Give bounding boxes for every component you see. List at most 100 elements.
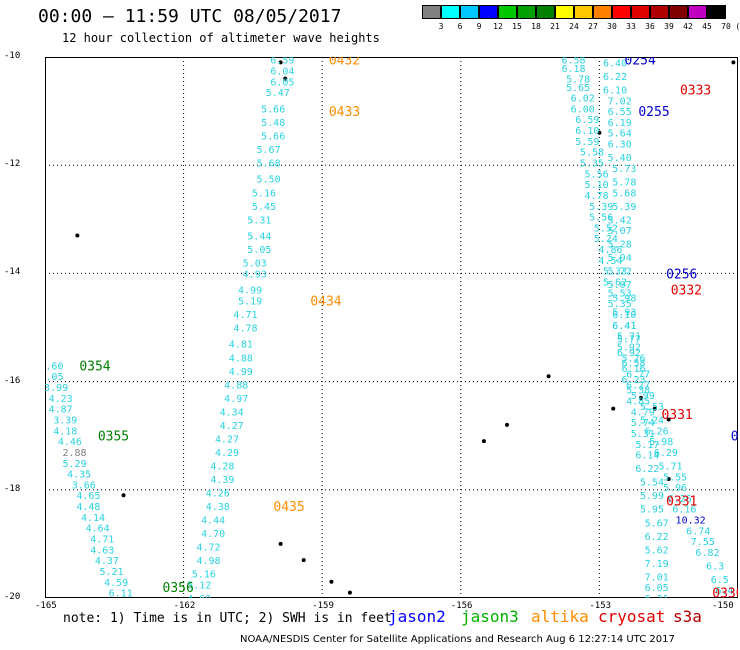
color-scale-tick: 45 xyxy=(702,22,712,31)
swh-label: 6.16 xyxy=(672,505,696,516)
swh-label: 5.39 xyxy=(589,202,613,213)
swh-label: 4.71 xyxy=(233,310,257,321)
swh-label: 5.53 xyxy=(640,402,664,413)
swh-label: 5.67 xyxy=(257,145,281,156)
swh-label: 5.29 xyxy=(62,459,86,470)
swh-label: 4.79 xyxy=(631,407,655,418)
swh-label: 4.23 xyxy=(49,394,73,405)
swh-label: 5.96 xyxy=(663,483,687,494)
swh-label: 5.68 xyxy=(257,158,281,169)
swh-label: 5.52 xyxy=(594,223,618,234)
swh-label: 4.99 xyxy=(229,367,253,378)
swh-label: 5.31 xyxy=(247,215,271,226)
pass-time-label: 0330 xyxy=(712,587,738,598)
pass-time-label: 0354 xyxy=(79,359,110,374)
pass-time-label: 0356 xyxy=(163,581,194,596)
swh-label: 6.04 xyxy=(270,67,294,78)
color-scale-swatch xyxy=(460,5,479,19)
swh-label: 4.38 xyxy=(206,502,230,513)
swh-label: 4.98 xyxy=(196,556,220,567)
swh-label: 4.87 xyxy=(49,405,73,416)
swh-label: 6.21 xyxy=(645,594,669,598)
swh-label: 6.22 xyxy=(645,532,669,543)
swh-label: 7.19 xyxy=(645,559,669,570)
color-scale-tick: 9 xyxy=(476,22,482,31)
color-scale-tick: 42 xyxy=(683,22,693,31)
swh-label: 5.94 xyxy=(608,253,632,264)
swh-label: 5.44 xyxy=(247,232,271,243)
color-scale-swatch xyxy=(688,5,707,19)
longitude-tick-label: -162 xyxy=(173,601,196,611)
legend-item-jason3: jason3 xyxy=(461,607,519,626)
swh-label: 5.67 xyxy=(645,518,669,529)
swh-label: 5.47 xyxy=(266,88,290,99)
swh-label: 5.35 xyxy=(580,158,604,169)
color-scale-tick: 24 xyxy=(569,22,579,31)
pass-time-label: 0355 xyxy=(98,430,129,445)
swh-label: 6.10 xyxy=(612,310,636,321)
swh-label: 5.98 xyxy=(612,294,636,305)
swh-label: 4.81 xyxy=(229,340,253,351)
color-scale-swatch xyxy=(555,5,574,19)
color-scale-tick: 12 xyxy=(493,22,503,31)
longitude-tick-label: -159 xyxy=(312,601,334,611)
island-marker xyxy=(731,60,736,65)
swh-label: 4.60 xyxy=(45,361,63,372)
swh-label: 5.31 xyxy=(631,429,655,440)
latitude-tick-label: -18 xyxy=(4,483,21,494)
credit-line: NOAA/NESDIS Center for Satellite Applica… xyxy=(240,634,675,645)
swh-label: 5.59 xyxy=(575,137,599,148)
island-marker xyxy=(278,541,283,546)
swh-label: 5.71 xyxy=(658,461,682,472)
swh-label: 10.32 xyxy=(676,516,706,527)
swh-label: 5.07 xyxy=(608,280,632,291)
color-scale-swatch xyxy=(593,5,612,19)
swh-label: 4.46 xyxy=(58,437,82,448)
map-frame xyxy=(45,57,738,598)
swh-label: 3.39 xyxy=(53,415,77,426)
wave-height-map: 6.596.046.055.475.665.485.665.675.685.50… xyxy=(45,57,738,598)
swh-label: 4.93 xyxy=(243,269,267,280)
color-scale-swatch xyxy=(498,5,517,19)
latitude-tick-label: -10 xyxy=(4,51,21,61)
island-marker xyxy=(505,422,509,427)
swh-label: 5.78 xyxy=(612,177,636,188)
swh-label: 4.44 xyxy=(201,516,225,527)
swh-label: 4.35 xyxy=(67,470,91,481)
island-marker xyxy=(283,76,288,81)
swh-label: 5.56 xyxy=(589,213,613,224)
swh-label: 5.05 xyxy=(247,245,271,256)
swh-label: 5.66 xyxy=(261,131,285,142)
swh-label: 5.35 xyxy=(608,299,632,310)
swh-label: 6.59 xyxy=(270,57,294,67)
swh-label: 5.71 xyxy=(617,332,641,343)
swh-label: 5.58 xyxy=(580,148,604,159)
swh-label: 5.26 xyxy=(622,353,646,364)
swh-label: 4.72 xyxy=(196,543,220,554)
swh-label: 6.77 xyxy=(626,369,650,380)
swh-label: 6.19 xyxy=(608,118,632,129)
pass-time-label: 0332 xyxy=(671,284,702,299)
swh-label: 5.17 xyxy=(635,440,659,451)
swh-label: 6.18 xyxy=(561,64,585,75)
swh-label: 6.05 xyxy=(270,77,294,88)
swh-label: 6.10 xyxy=(575,126,599,137)
pass-time-label: 0331 xyxy=(661,408,692,423)
swh-label: 5.55 xyxy=(663,472,687,483)
swh-label: 7.55 xyxy=(691,537,715,548)
swh-label: 6.02 xyxy=(571,94,595,105)
swh-label: 4.28 xyxy=(210,461,234,472)
swh-label: 6.40 xyxy=(603,58,627,69)
color-scale-swatch xyxy=(479,5,498,19)
swh-label: 6.26 xyxy=(645,426,669,437)
swh-label: 6.5 xyxy=(711,575,729,586)
latitude-tick-label: -20 xyxy=(4,592,21,602)
swh-label: 5.45 xyxy=(252,202,276,213)
swh-label: 6.55 xyxy=(608,107,632,118)
swh-label: 5.38 xyxy=(626,386,650,397)
map-subtitle: 12 hour collection of altimeter wave hei… xyxy=(62,31,380,45)
pass-time-label: 0256 xyxy=(666,267,697,282)
swh-label: 4.78 xyxy=(585,191,609,202)
swh-label: 4.85 xyxy=(626,397,650,408)
swh-label: 4.37 xyxy=(95,556,119,567)
